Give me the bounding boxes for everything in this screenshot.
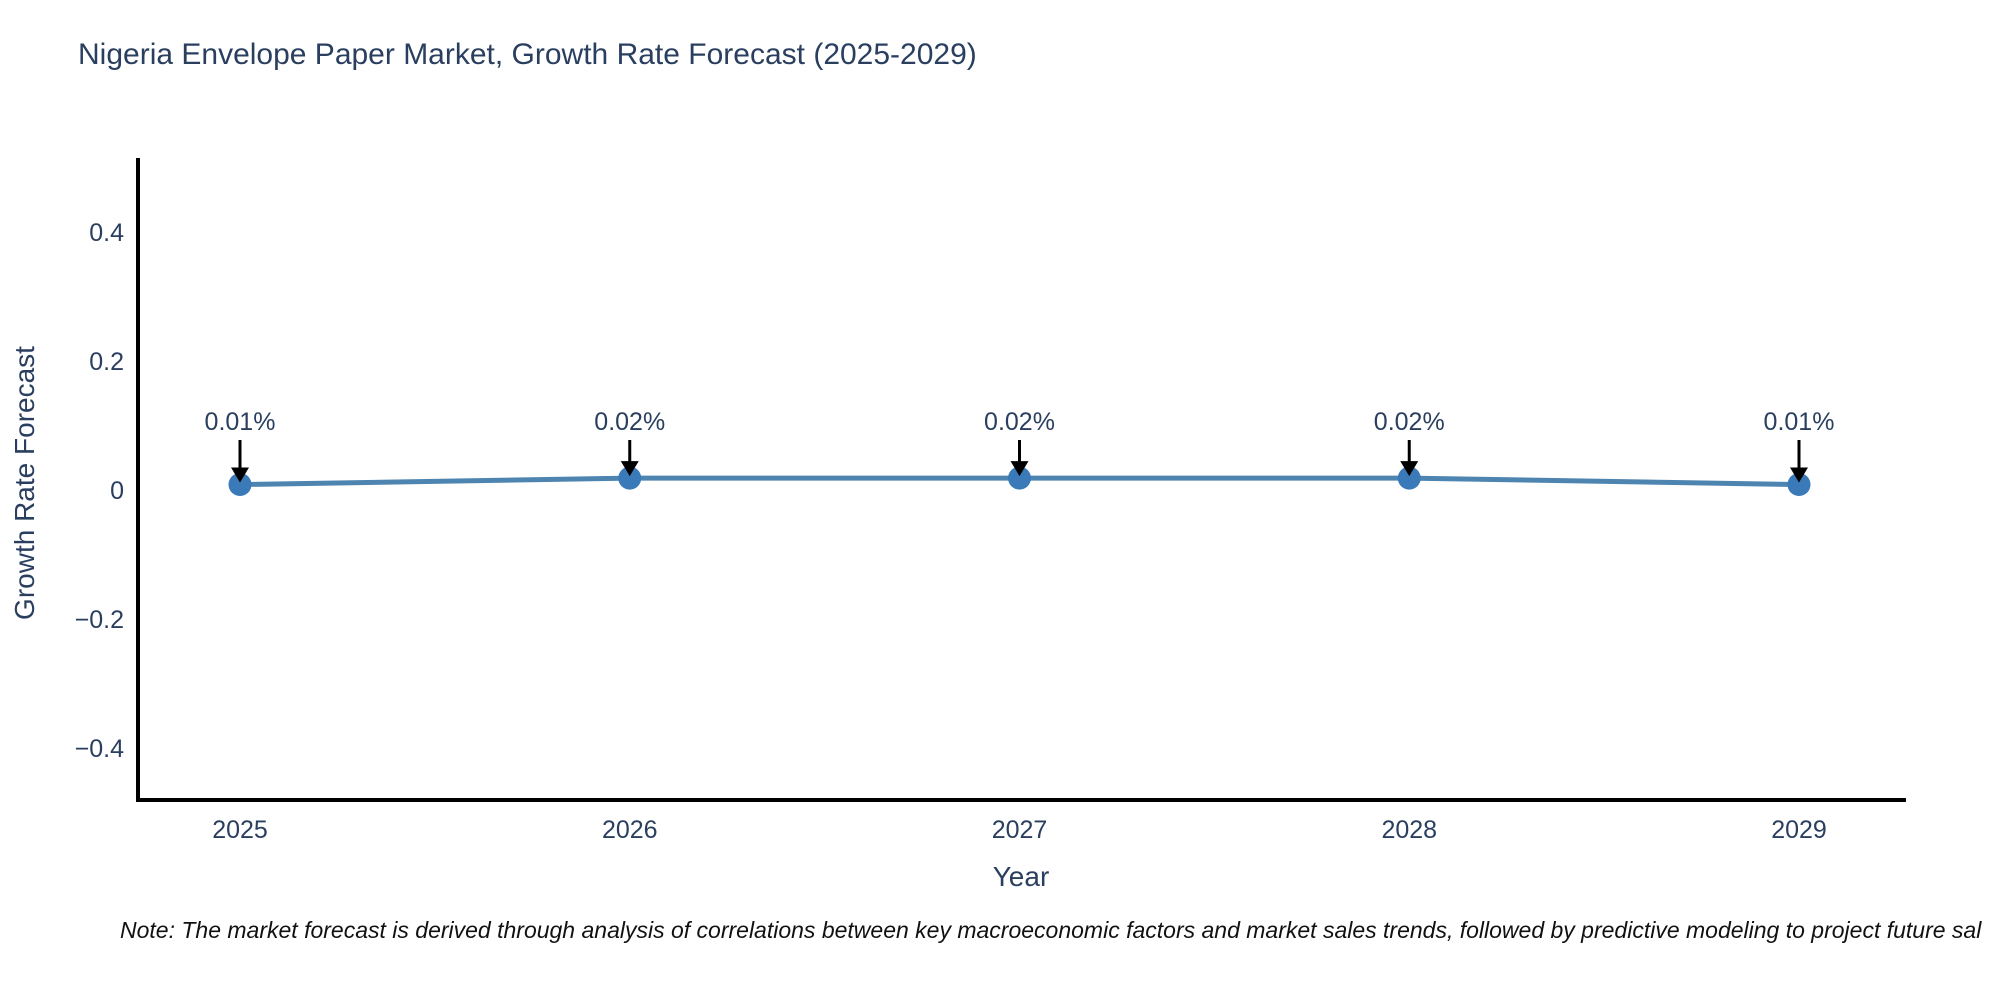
footnote: Note: The market forecast is derived thr… [120,917,1982,943]
x-tick-label: 2027 [992,816,1048,844]
data-point-label: 0.01% [1764,408,1835,436]
data-point-label: 0.02% [984,408,1055,436]
y-axis-title: Growth Rate Forecast [9,346,40,620]
annotation-arrowhead-icon [1790,467,1808,483]
y-tick-label: −0.4 [75,735,124,763]
data-point-marker [618,466,642,490]
y-tick-label: 0.4 [89,219,124,247]
x-tick-label: 2029 [1771,816,1827,844]
annotation-arrowhead-icon [1010,461,1029,477]
data-point-marker [1008,466,1031,490]
annotation-arrowhead-icon [620,461,639,477]
y-tick-label: −0.2 [75,606,124,634]
data-point-label: 0.02% [594,408,665,436]
data-point-marker [1787,473,1811,497]
annotation-arrowhead-icon [231,467,249,483]
x-tick-label: 2025 [212,816,268,844]
data-point-label: 0.02% [1374,408,1445,436]
x-tick-label: 2026 [602,816,658,844]
y-tick-label: 0.2 [89,348,124,376]
annotation-arrowhead-icon [1400,461,1419,477]
chart-title: Nigeria Envelope Paper Market, Growth Ra… [78,38,977,71]
data-point-label: 0.01% [205,408,276,436]
data-point-marker [1397,466,1421,490]
x-tick-label: 2028 [1381,816,1437,844]
y-tick-label: 0 [110,477,124,505]
data-point-marker [228,473,252,497]
x-axis-title: Year [993,861,1050,892]
